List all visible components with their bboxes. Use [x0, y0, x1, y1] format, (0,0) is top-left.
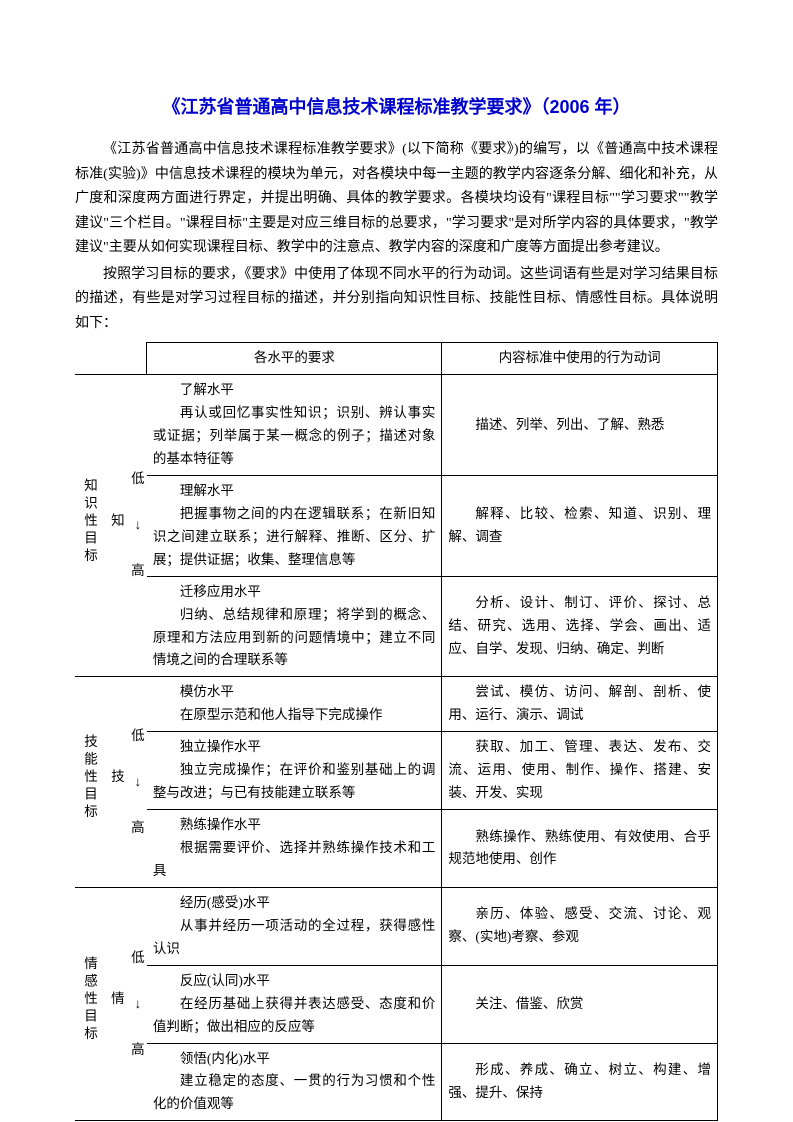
header-levels: 各水平的要求	[147, 343, 442, 375]
level-verbs: 形成、养成、确立、树立、构建、增强、提升、保持	[442, 1043, 718, 1121]
level-desc: 熟练操作水平 根据需要评价、选择并熟练操作技术和工具	[147, 810, 442, 888]
table-row: 技能性目标 技 低↓高 模仿水平 在原型示范和他人指导下完成操作 尝试、模仿、访…	[75, 677, 718, 732]
intro-paragraph-1: 《江苏省普通高中信息技术课程标准教学要求》(以下简称《要求》)的编写，以《普通高…	[75, 138, 718, 261]
header-blank	[75, 343, 147, 375]
level-desc: 了解水平 再认或回忆事实性知识；识别、辨认事实或证据；列举属于某一概念的例子；描…	[147, 375, 442, 476]
table-row: 理解水平 把握事物之间的内在逻辑联系；在新旧知识之间建立联系；进行解释、推断、区…	[75, 475, 718, 576]
table-row: 熟练操作水平 根据需要评价、选择并熟练操作技术和工具 熟练操作、熟练使用、有效使…	[75, 810, 718, 888]
table-header-row: 各水平的要求 内容标准中使用的行为动词	[75, 343, 718, 375]
table-row: 独立操作水平 独立完成操作；在评价和鉴别基础上的调整与改进；与已有技能建立联系等…	[75, 732, 718, 810]
category-col-1: 知识性目标	[75, 375, 102, 677]
category-col-2: 情	[102, 887, 129, 1120]
table-row: 迁移应用水平 归纳、总结规律和原理；将学到的概念、原理和方法应用到新的问题情境中…	[75, 576, 718, 677]
level-verbs: 熟练操作、熟练使用、有效使用、合乎规范地使用、创作	[442, 810, 718, 888]
table-row: 反应(认同)水平 在经历基础上获得并表达感受、态度和价值判断；做出相应的反应等 …	[75, 965, 718, 1043]
level-desc: 独立操作水平 独立完成操作；在评价和鉴别基础上的调整与改进；与已有技能建立联系等	[147, 732, 442, 810]
intro-paragraph-2: 按照学习目标的要求，《要求》中使用了体现不同水平的行为动词。这些词语有些是对学习…	[75, 263, 718, 337]
level-desc: 反应(认同)水平 在经历基础上获得并表达感受、态度和价值判断；做出相应的反应等	[147, 965, 442, 1043]
level-verbs: 描述、列举、列出、了解、熟悉	[442, 375, 718, 476]
level-verbs: 关注、借鉴、欣赏	[442, 965, 718, 1043]
header-verbs: 内容标准中使用的行为动词	[442, 343, 718, 375]
category-col-2: 技	[102, 677, 129, 888]
level-desc: 理解水平 把握事物之间的内在逻辑联系；在新旧知识之间建立联系；进行解释、推断、区…	[147, 475, 442, 576]
level-desc: 领悟(内化)水平 建立稳定的态度、一贯的行为习惯和个性化的价值观等	[147, 1043, 442, 1121]
arrow-col: 低↓高	[129, 375, 147, 677]
arrow-col: 低↓高	[129, 677, 147, 888]
level-verbs: 分析、设计、制订、评价、探讨、总结、研究、选用、选择、学会、画出、适应、自学、发…	[442, 576, 718, 677]
level-verbs: 尝试、模仿、访问、解剖、剖析、使用、运行、演示、调试	[442, 677, 718, 732]
table-row: 情感性目标 情 低↓高 经历(感受)水平 从事并经历一项活动的全过程，获得感性认…	[75, 887, 718, 965]
level-desc: 经历(感受)水平 从事并经历一项活动的全过程，获得感性认识	[147, 887, 442, 965]
category-col-1: 技能性目标	[75, 677, 102, 888]
level-desc: 迁移应用水平 归纳、总结规律和原理；将学到的概念、原理和方法应用到新的问题情境中…	[147, 576, 442, 677]
page-title: 《江苏省普通高中信息技术课程标准教学要求》（2006 年）	[75, 90, 718, 124]
category-col-2: 知	[102, 375, 129, 677]
table-row: 领悟(内化)水平 建立稳定的态度、一贯的行为习惯和个性化的价值观等 形成、养成、…	[75, 1043, 718, 1121]
level-verbs: 获取、加工、管理、表达、发布、交流、运用、使用、制作、操作、搭建、安装、开发、实…	[442, 732, 718, 810]
requirements-table: 各水平的要求 内容标准中使用的行为动词 知识性目标 知 低↓高 了解水平 再认或…	[75, 342, 718, 1121]
level-verbs: 亲历、体验、感受、交流、讨论、观察、(实地)考察、参观	[442, 887, 718, 965]
level-desc: 模仿水平 在原型示范和他人指导下完成操作	[147, 677, 442, 732]
category-col-1: 情感性目标	[75, 887, 102, 1120]
table-row: 知识性目标 知 低↓高 了解水平 再认或回忆事实性知识；识别、辨认事实或证据；列…	[75, 375, 718, 476]
arrow-col: 低↓高	[129, 887, 147, 1120]
level-verbs: 解释、比较、检索、知道、识别、理解、调查	[442, 475, 718, 576]
